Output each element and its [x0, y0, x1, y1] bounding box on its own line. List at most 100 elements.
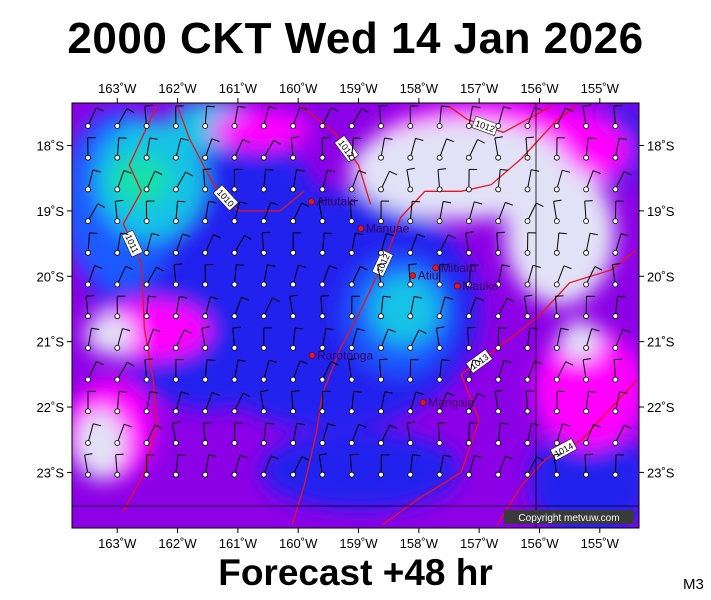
lon-label-top: 155˚W — [581, 81, 620, 96]
isobar-label: 1012 — [471, 115, 499, 136]
wind-barb — [583, 200, 593, 225]
wind-barb — [407, 263, 417, 288]
wind-barb — [407, 200, 421, 225]
wind-barb — [378, 358, 388, 383]
wind-barb — [231, 264, 245, 288]
wind-barb — [318, 199, 327, 225]
wind-barb — [612, 137, 628, 161]
wind-barb — [290, 456, 310, 478]
wind-barb — [612, 454, 625, 478]
lat-label-left: 19˚S — [37, 204, 65, 219]
wind-barb — [495, 106, 512, 129]
wind-barb — [114, 170, 132, 193]
wind-barb — [465, 326, 476, 351]
place-marker — [308, 352, 316, 359]
lat-label-right: 23˚S — [647, 465, 675, 480]
wind-barb — [348, 200, 359, 225]
wind-barb — [495, 422, 509, 446]
wind-barb — [553, 199, 562, 225]
wind-barb — [201, 326, 210, 351]
wind-barb — [495, 264, 510, 288]
wind-barb — [436, 422, 447, 446]
wind-barb — [378, 454, 390, 478]
wind-barb — [114, 453, 124, 478]
place-label: Mangaia — [428, 396, 474, 410]
lat-label-left: 23˚S — [37, 465, 65, 480]
wind-barb — [202, 105, 215, 129]
lat-label-left: 21˚S — [37, 335, 65, 350]
wind-barb — [260, 106, 277, 129]
wind-barb — [553, 361, 574, 383]
wind-barb — [348, 295, 360, 320]
wind-barb — [290, 169, 305, 193]
wind-barb — [319, 107, 339, 129]
place-marker — [357, 225, 365, 232]
wind-barb — [612, 170, 632, 193]
wind-barb — [406, 421, 416, 446]
wind-barb — [436, 264, 448, 288]
copyright-text: Copyright metvuw.com — [518, 513, 619, 524]
wind-barb — [231, 392, 251, 415]
wind-barb — [377, 263, 386, 288]
wind-barb — [611, 263, 621, 288]
wind-barb — [231, 422, 243, 446]
wind-barb — [202, 168, 212, 193]
lat-label-right: 21˚S — [647, 335, 675, 350]
wind-barb — [553, 295, 564, 320]
wind-barb — [378, 295, 391, 320]
wind-barb — [348, 453, 359, 478]
wind-barb — [143, 104, 153, 129]
wind-barb — [378, 200, 390, 225]
wind-barb — [583, 137, 597, 161]
wind-barb — [202, 421, 212, 446]
wind-barb — [85, 327, 100, 351]
wind-barb — [260, 359, 277, 383]
wind-barb — [260, 169, 274, 193]
lon-label-bottom: 162˚W — [158, 536, 197, 551]
wind-barb — [143, 424, 163, 446]
wind-barb — [85, 107, 104, 129]
lon-label-top: 158˚W — [400, 81, 439, 96]
wind-barb — [85, 360, 104, 383]
wind-barb — [319, 327, 334, 351]
chart-title: 2000 CKT Wed 14 Jan 2026 — [67, 14, 644, 63]
wind-barb — [289, 294, 298, 320]
wind-barb — [260, 264, 276, 288]
wind-barb — [553, 107, 573, 129]
lon-label-top: 160˚W — [279, 81, 318, 96]
wind-barb — [465, 264, 479, 288]
wind-barb — [348, 265, 368, 288]
wind-barb — [114, 295, 126, 320]
lon-label-bottom: 155˚W — [581, 536, 620, 551]
wind-barb — [436, 392, 455, 415]
wind-barb — [348, 170, 367, 193]
wind-barb — [612, 295, 626, 320]
wind-barb — [114, 423, 132, 446]
wind-barb — [260, 455, 279, 478]
wind-barb — [583, 266, 603, 288]
wind-barb — [114, 232, 129, 256]
wind-barb — [436, 359, 450, 383]
axis-ticks: 163˚W 163˚W 162˚W 162˚W 161˚W 161˚W 160˚W 160˚W… — [37, 81, 675, 551]
wind-barb — [612, 105, 622, 129]
wind-barb — [495, 297, 515, 320]
lat-label-right: 18˚S — [647, 139, 675, 154]
wind-barb — [172, 296, 188, 320]
wind-barb — [231, 201, 248, 225]
wind-barb — [465, 392, 486, 415]
wind-barb — [143, 295, 157, 320]
wind-barb — [436, 234, 456, 256]
wind-barb — [465, 422, 478, 446]
wind-barb — [583, 232, 598, 256]
wind-barb — [524, 232, 536, 256]
wind-barb — [524, 169, 540, 193]
wind-barb — [260, 297, 280, 320]
wind-barb — [553, 327, 569, 351]
wind-barb — [143, 391, 159, 415]
wind-barb — [407, 296, 422, 320]
wind-barb — [260, 139, 281, 161]
lon-label-bottom: 159˚W — [339, 536, 378, 551]
wind-barb — [465, 168, 478, 193]
wind-barb — [84, 453, 93, 478]
